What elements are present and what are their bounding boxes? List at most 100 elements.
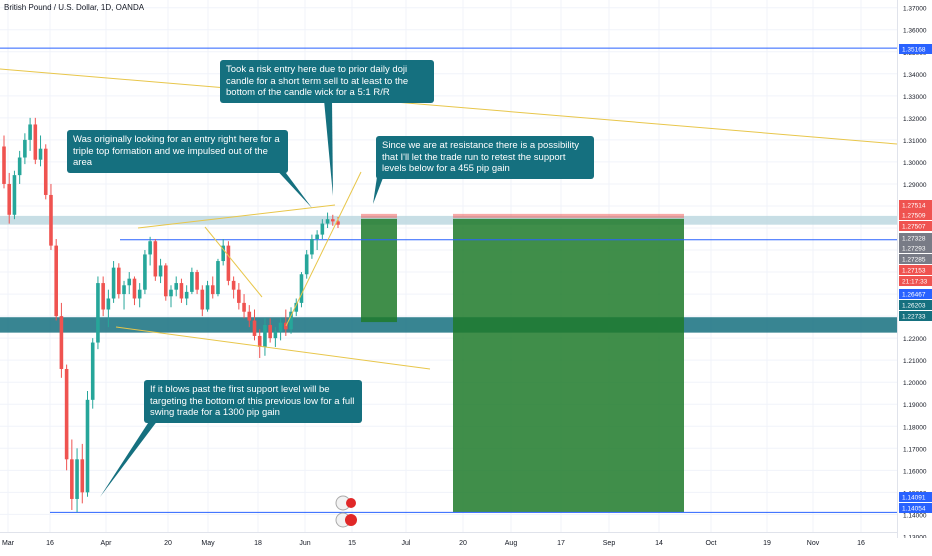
- price-tag-label: 21:17:33: [902, 279, 928, 286]
- price-axis[interactable]: 1.370001.360001.350001.340001.330001.320…: [897, 0, 932, 541]
- price-tag-label: 1.27293: [902, 246, 926, 253]
- candle-body: [263, 324, 267, 347]
- candle-body: [184, 291, 189, 299]
- price-tag: [899, 221, 932, 231]
- price-tag-label: 1.27153: [902, 268, 926, 275]
- y-tick-label: 1.17000: [903, 446, 927, 453]
- candle-body: [38, 148, 43, 160]
- price-tag: [899, 44, 932, 54]
- drawing-lines: [0, 47, 897, 513]
- stop-zone-2: [453, 213, 684, 218]
- y-tick-label: 1.20000: [903, 380, 927, 387]
- callout-risk-entry: Took a risk entry here due to prior dail…: [220, 60, 434, 103]
- candle-body: [304, 254, 309, 275]
- price-tag: [899, 276, 932, 286]
- candle-body: [7, 183, 12, 215]
- candle-body: [221, 245, 225, 262]
- price-tag-label: 1.27507: [902, 224, 926, 231]
- candle-body: [96, 283, 100, 343]
- candle-body: [289, 311, 293, 330]
- y-tick-label: 1.21000: [903, 358, 927, 365]
- price-tag-label: 1.27514: [902, 203, 926, 210]
- candle-body: [101, 283, 105, 310]
- event-icons: [335, 495, 357, 528]
- candle-body: [190, 272, 194, 292]
- y-tick-label: 1.33000: [903, 94, 927, 101]
- candle-body: [90, 342, 95, 400]
- trend-line: [285, 171, 362, 327]
- candle-body: [23, 139, 27, 158]
- candle-body: [122, 285, 126, 295]
- candle-body: [143, 254, 147, 290]
- candle-body: [179, 283, 184, 299]
- candle-body: [226, 245, 231, 281]
- candle-body: [12, 175, 17, 215]
- trend-line: [137, 204, 336, 229]
- price-tag: [899, 265, 932, 275]
- candle-body: [299, 274, 304, 303]
- x-tick-label: 14: [655, 540, 663, 547]
- x-tick-label: Nov: [807, 540, 820, 547]
- x-tick-label: Apr: [101, 540, 113, 547]
- price-tag: [899, 243, 932, 253]
- time-axis[interactable]: Mar 16 Apr 20 May 18 Jun 15 Jul 20 Aug 17 Sep 14 Oct 19…: [0, 532, 897, 551]
- candle-body: [80, 459, 85, 493]
- candle-body: [252, 320, 257, 336]
- y-tick-label: 1.31000: [903, 138, 927, 145]
- candle-body: [2, 146, 6, 184]
- price-tag-label: 1.26203: [902, 303, 926, 310]
- candle-body: [54, 245, 58, 317]
- candle-body: [320, 223, 325, 235]
- candle-body: [148, 241, 152, 255]
- target-zone-1: [361, 218, 397, 323]
- x-tick-label: 15: [348, 540, 356, 547]
- y-tick-label: 1.36000: [903, 28, 927, 35]
- candle-body: [210, 285, 215, 295]
- callout-triple-top: Was originally looking for an entry righ…: [67, 130, 288, 173]
- candle-body: [43, 148, 48, 195]
- candle-body: [132, 278, 137, 299]
- y-tick-label: 1.37000: [903, 6, 927, 13]
- price-tag-label: 1.35168: [902, 47, 926, 54]
- y-tick-label: 1.34000: [903, 72, 927, 79]
- price-tag: [899, 289, 932, 299]
- x-tick-label: 16: [857, 540, 865, 547]
- candle-body: [106, 298, 111, 310]
- price-tag: [899, 210, 932, 220]
- price-tag: [899, 233, 932, 243]
- callout-blow-past: If it blows past the first support level…: [144, 380, 362, 423]
- y-tick-label: 1.29000: [903, 182, 927, 189]
- price-tag-label: 1.22733: [902, 314, 926, 321]
- event-icon: [346, 498, 356, 508]
- x-tick-label: Jun: [299, 540, 310, 547]
- x-tick-label: May: [201, 540, 215, 547]
- candle-body: [174, 283, 179, 290]
- trend-lines: [0, 68, 898, 497]
- candle-body: [336, 221, 340, 225]
- candle-body: [49, 194, 53, 246]
- candle-body: [111, 267, 116, 299]
- price-tag-label: 1.26467: [902, 292, 926, 299]
- candle-body: [117, 267, 121, 295]
- x-tick-label: 18: [254, 540, 262, 547]
- candle-body: [200, 289, 205, 310]
- x-tick-label: 16: [46, 540, 54, 547]
- candle-body: [242, 302, 246, 312]
- pointer-risk-entry: [324, 100, 333, 196]
- resistance-band: [0, 215, 897, 225]
- candles: [2, 117, 340, 513]
- y-tick-label: 1.30000: [903, 160, 927, 167]
- trend-line: [204, 226, 263, 298]
- support-band: [0, 317, 897, 333]
- event-icon: [345, 514, 357, 526]
- price-tag-label: 1.14091: [902, 495, 926, 502]
- x-tick-label: 17: [557, 540, 565, 547]
- x-tick-label: Jul: [402, 540, 411, 547]
- candle-body: [17, 157, 22, 176]
- price-tag: [899, 311, 932, 321]
- candle-body: [205, 285, 210, 310]
- position-zones: [0, 213, 897, 513]
- x-tick-label: Oct: [706, 540, 717, 547]
